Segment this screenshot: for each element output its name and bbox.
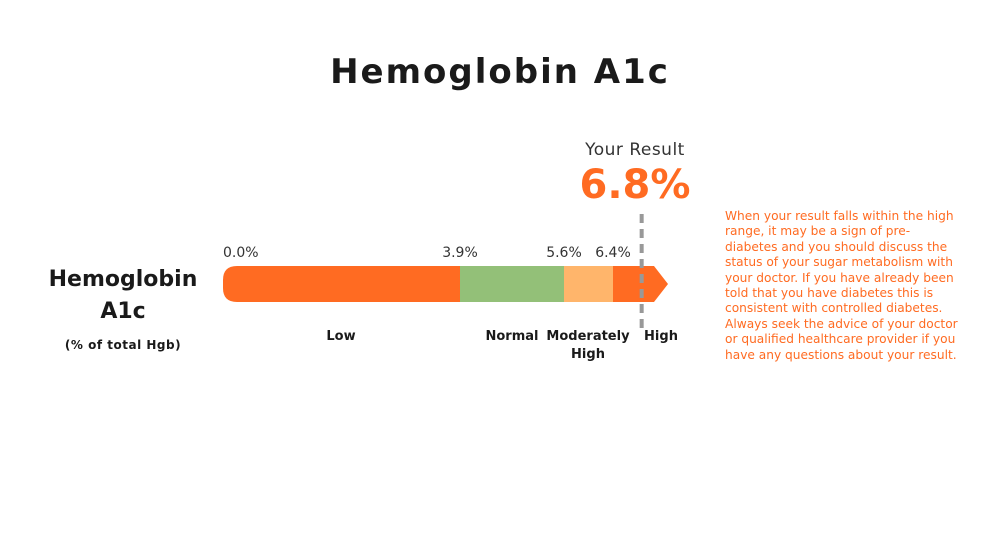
gauge-label-line1: Hemoglobin bbox=[48, 267, 198, 292]
range-segment-normal bbox=[460, 266, 564, 302]
gauge-label-line2: A1c bbox=[100, 299, 146, 324]
range-label-moderately-high: Moderately High bbox=[546, 329, 630, 362]
range-segment-moderately-high bbox=[564, 266, 613, 302]
result-value: 6.8% bbox=[579, 162, 691, 208]
gauge-unit-label: (% of total Hgb) bbox=[64, 338, 182, 352]
gauge-label: Hemoglobin A1c bbox=[28, 264, 218, 328]
range-label-normal: Normal bbox=[486, 329, 539, 344]
gauge-bar bbox=[223, 266, 668, 302]
result-explanation: When your result falls within the high r… bbox=[725, 209, 958, 362]
tick-label: 6.4% bbox=[595, 245, 631, 261]
tick-label: 5.6% bbox=[546, 245, 582, 261]
range-segment-high bbox=[613, 266, 668, 302]
range-segment-low bbox=[223, 266, 460, 302]
page-title: Hemoglobin A1c bbox=[330, 52, 670, 92]
tick-label: 0.0% bbox=[223, 245, 259, 261]
range-label-high: High bbox=[644, 329, 678, 344]
range-label-low: Low bbox=[326, 329, 355, 344]
gauge-tick-labels: 0.0% 3.9% 5.6% 6.4% bbox=[223, 245, 631, 261]
result-caption: Your Result bbox=[585, 140, 685, 160]
tick-label: 3.9% bbox=[442, 245, 478, 261]
gauge-range-labels: Low Normal Moderately High High bbox=[326, 329, 678, 362]
